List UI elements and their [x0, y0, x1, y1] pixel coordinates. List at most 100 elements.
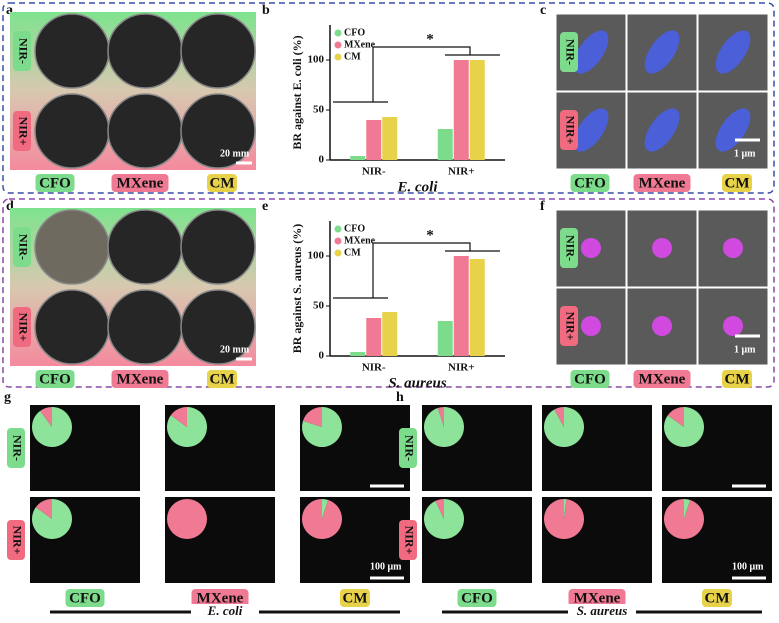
- species-bg: [568, 604, 636, 620]
- group-label: CM: [210, 175, 235, 191]
- label-bg: [560, 110, 578, 150]
- group-label: CM: [725, 175, 750, 191]
- group-label: MXene: [197, 590, 244, 606]
- legend-label: CM: [344, 247, 361, 258]
- legend-marker: [334, 249, 342, 257]
- scale-bar-label: 100 μm: [370, 561, 402, 572]
- legend-label: MXene: [344, 39, 376, 50]
- label-bg: [560, 32, 578, 72]
- label-bg: [568, 589, 626, 607]
- bacterium: [715, 30, 751, 74]
- panel-letter: f: [540, 199, 545, 214]
- condition-label: NIR+: [402, 526, 416, 555]
- condition-label: NIR-: [563, 39, 577, 65]
- scale-bar-label: 100 μm: [732, 561, 764, 572]
- label-bg: [570, 174, 610, 192]
- x-tick-label: NIR-: [362, 362, 386, 374]
- pie-slice: [301, 499, 342, 539]
- bar: [382, 312, 398, 356]
- scale-bar-label: 20 mm: [220, 344, 250, 355]
- bar: [366, 318, 382, 356]
- label-bg: [111, 370, 169, 388]
- petri-dish: [34, 13, 110, 89]
- condition-label: NIR+: [16, 117, 30, 146]
- bracket: [333, 46, 500, 103]
- label-bg: [13, 307, 31, 347]
- bar: [350, 156, 366, 160]
- bar: [437, 129, 453, 160]
- pie-slice: [564, 499, 567, 519]
- pie-slice: [423, 499, 464, 539]
- species-label: S. aureus: [577, 603, 628, 618]
- box-ecoli: [2, 2, 775, 194]
- x-tick-label: NIR+: [448, 362, 474, 374]
- label-bg: [722, 370, 752, 388]
- legend-marker: [334, 237, 342, 245]
- group-label: CM: [705, 590, 730, 606]
- pie-slice: [167, 499, 207, 539]
- label-bg: [13, 111, 31, 151]
- bacterium: [573, 30, 609, 74]
- bar: [453, 60, 469, 160]
- pie-slice: [437, 407, 444, 427]
- legend-marker: [334, 29, 342, 37]
- pie-slice: [302, 407, 322, 427]
- petri-dish: [34, 93, 110, 169]
- label-bg: [13, 227, 31, 267]
- y-tick-label: 50: [313, 300, 325, 312]
- species-label: E. coli: [207, 603, 243, 618]
- legend-marker: [334, 41, 342, 49]
- label-bg: [35, 370, 75, 388]
- y-tick-label: 50: [313, 104, 325, 116]
- y-axis-label: BR against S. aureus (%): [290, 224, 304, 353]
- petri-dish: [34, 209, 110, 285]
- label-bg: [191, 589, 249, 607]
- petri-dish: [180, 289, 256, 365]
- pie-slice: [667, 407, 684, 427]
- bacterium: [723, 238, 743, 258]
- pie-slice: [40, 407, 52, 427]
- scale-bar-label: 1 μm: [734, 344, 756, 355]
- y-tick-label: 0: [319, 154, 325, 166]
- group-label: CM: [725, 371, 750, 387]
- bacterium: [573, 108, 609, 152]
- group-label: CFO: [39, 371, 71, 387]
- label-bg: [560, 228, 578, 268]
- label-bg: [633, 370, 691, 388]
- legend-label: CFO: [344, 27, 365, 38]
- label-bg: [65, 589, 105, 607]
- bar: [469, 60, 485, 160]
- bar: [453, 256, 469, 356]
- x-axis-label: S. aureus: [388, 375, 447, 391]
- y-tick-label: 100: [308, 250, 325, 262]
- condition-label: NIR+: [16, 313, 30, 342]
- group-label: CM: [210, 371, 235, 387]
- bacterium: [652, 238, 672, 258]
- pie-slice: [684, 499, 691, 519]
- group-label: CFO: [574, 371, 606, 387]
- pie-slice: [663, 499, 704, 539]
- bar: [469, 259, 485, 356]
- label-bg: [457, 589, 497, 607]
- label-bg: [399, 428, 417, 468]
- label-bg: [570, 370, 610, 388]
- condition-label: NIR-: [16, 38, 30, 64]
- bacterium: [723, 316, 743, 336]
- bacterium: [715, 108, 751, 152]
- pie-slice: [31, 499, 72, 540]
- group-label: MXene: [117, 175, 164, 191]
- pie-slice: [424, 407, 465, 447]
- legend-label: MXene: [344, 235, 376, 246]
- label-bg: [702, 589, 732, 607]
- group-label: CFO: [39, 175, 71, 191]
- bar: [350, 352, 366, 356]
- pie-slice: [544, 499, 584, 540]
- group-label: MXene: [574, 590, 621, 606]
- bacterium: [581, 316, 601, 336]
- label-bg: [207, 174, 237, 192]
- legend-marker: [334, 225, 342, 233]
- y-axis-label: BR against E. coli (%): [290, 35, 304, 149]
- condition-label: NIR-: [402, 435, 416, 461]
- panel-letter: d: [6, 199, 14, 214]
